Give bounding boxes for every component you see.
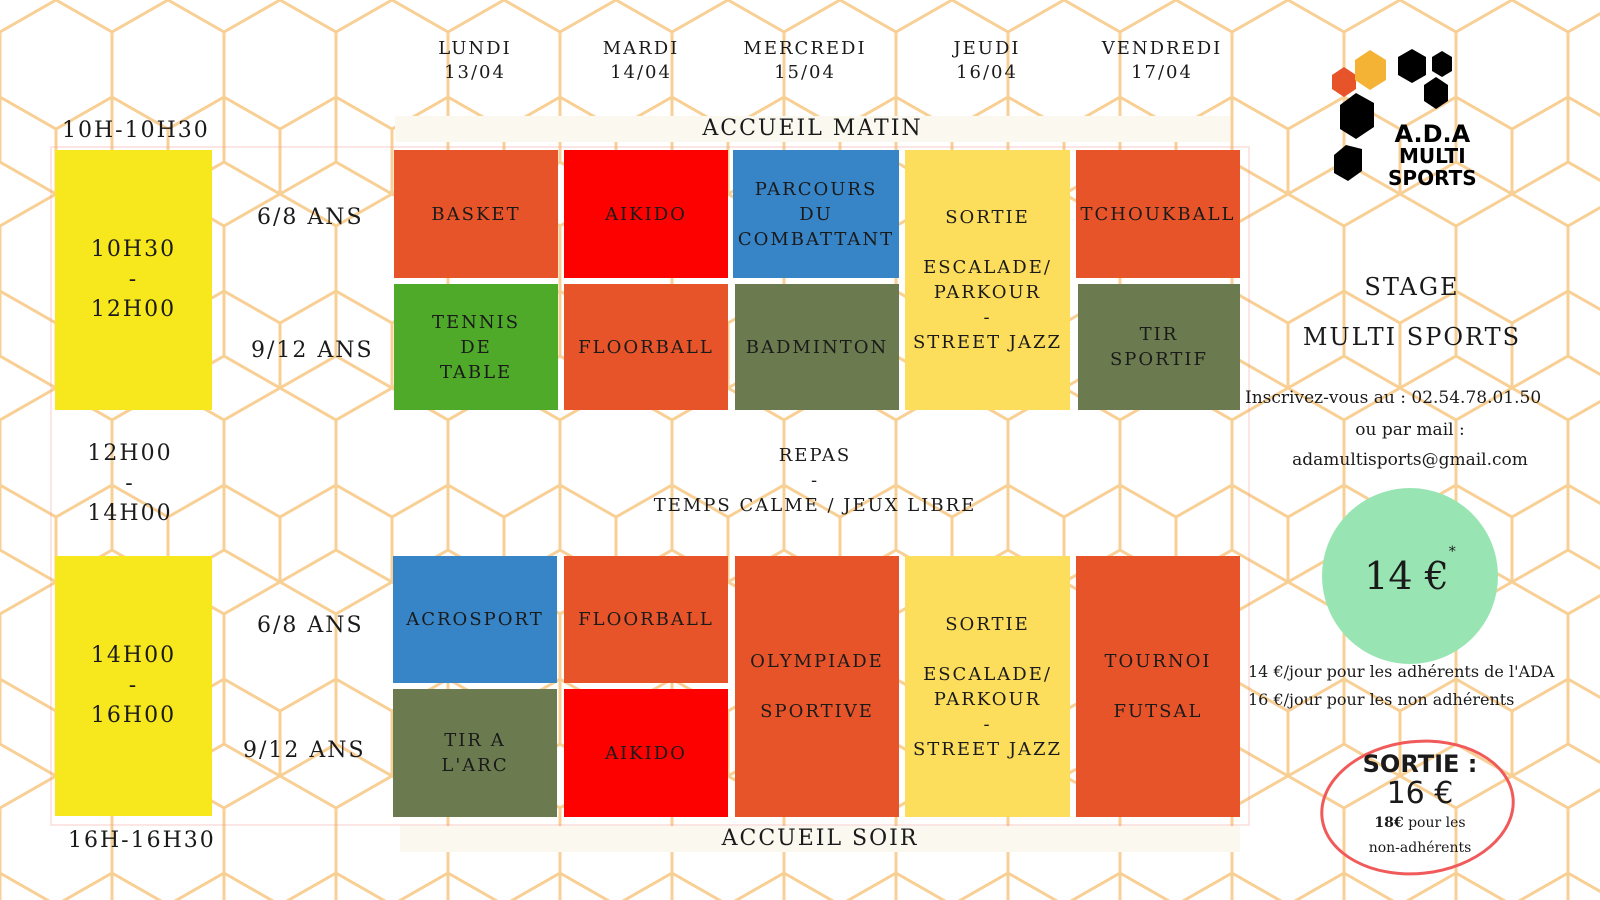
contact-mail-label: ou par mail :: [1355, 420, 1465, 440]
activity-cell: TCHOUKBALL: [1076, 150, 1240, 278]
time-afternoon: 14H00 - 16H00: [55, 556, 212, 816]
contact-phone: Inscrivez-vous au : 02.54.78.01.50: [1245, 388, 1542, 408]
activity-cell: TIR SPORTIF: [1078, 284, 1240, 410]
activity-cell: AIKIDO: [564, 689, 728, 817]
price-badge: 14 € *: [1322, 488, 1498, 664]
activity-cell: BADMINTON: [735, 284, 899, 410]
day-header-vendredi: VENDREDI 17/04: [1101, 38, 1223, 83]
time-morning: 10H30 - 12H00: [55, 150, 212, 410]
activity-cell: ACROSPORT: [393, 556, 557, 683]
accueil-matin-bar: ACCUEIL MATIN: [395, 116, 1230, 142]
lunch-text: REPAS - TEMPS CALME / JEUX LIBRE: [653, 444, 977, 516]
age-young-afternoon: 6/8 ANS: [257, 613, 364, 638]
activity-cell-jeudi-afternoon: SORTIE ESCALADE/ PARKOUR - STREET JAZZ: [905, 556, 1070, 817]
age-young-morning: 6/8 ANS: [257, 205, 364, 230]
stage-title: STAGE MULTI SPORTS: [1302, 273, 1522, 351]
time-early: 10H-10H30: [62, 118, 210, 143]
contact-email[interactable]: adamultisports@gmail.com: [1292, 450, 1528, 470]
logo-text: A.D.A: [1394, 120, 1471, 148]
activity-cell-mercredi-afternoon: OLYMPIADE SPORTIVE: [735, 556, 899, 817]
honeycomb-logo-icon: [1332, 49, 1452, 181]
day-header-mardi: MARDI 14/04: [602, 38, 680, 83]
age-old-morning: 9/12 ANS: [251, 338, 374, 363]
logo-text: MULTI: [1398, 144, 1466, 168]
activity-cell-vendredi-afternoon: TOURNOI FUTSAL: [1076, 556, 1240, 817]
activity-cell: TENNIS DE TABLE: [394, 284, 558, 410]
activity-cell-jeudi-morning: SORTIE ESCALADE/ PARKOUR - STREET JAZZ: [905, 150, 1070, 410]
activity-cell: FLOORBALL: [564, 284, 728, 410]
ada-logo: A.D.A MULTI SPORTS: [1320, 45, 1480, 195]
activity-cell: BASKET: [394, 150, 558, 278]
logo-text: SPORTS: [1388, 166, 1477, 190]
sortie-price: SORTIE : 16 € 18€ pour les non-adhérents: [1362, 750, 1478, 856]
day-header-jeudi: JEUDI 16/04: [953, 38, 1021, 83]
age-old-afternoon: 9/12 ANS: [243, 738, 366, 763]
day-header-lundi: LUNDI 13/04: [438, 38, 512, 83]
time-lunch: 12H00 - 14H00: [87, 441, 173, 526]
price-details: 14 €/jour pour les adhérents de l'ADA 16 …: [1248, 662, 1555, 709]
schedule-grid: [50, 146, 1250, 826]
activity-cell: TIR A L'ARC: [393, 689, 557, 817]
activity-cell: FLOORBALL: [564, 556, 728, 683]
accueil-soir-bar: ACCUEIL SOIR: [400, 826, 1240, 852]
day-header-mercredi: MERCREDI 15/04: [743, 38, 867, 83]
time-late: 16H-16H30: [68, 828, 216, 853]
activity-cell: AIKIDO: [564, 150, 728, 278]
activity-cell: PARCOURS DU COMBATTANT: [733, 150, 899, 278]
